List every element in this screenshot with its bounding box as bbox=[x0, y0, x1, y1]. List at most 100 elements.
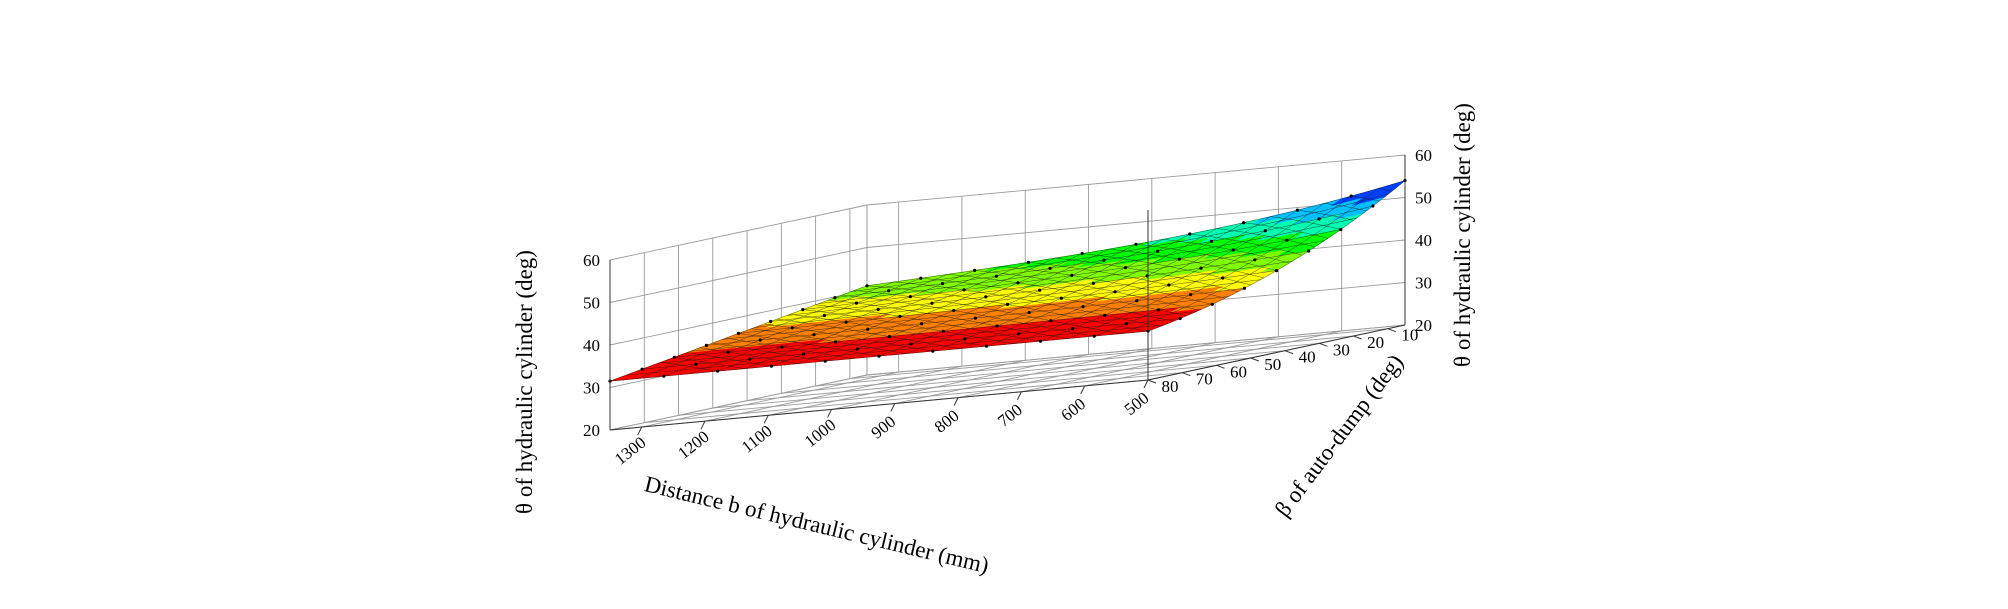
wire-line bbox=[802, 309, 1014, 344]
y-tick-label: 60 bbox=[1230, 362, 1247, 381]
grid-line bbox=[866, 154, 1406, 206]
grid-line bbox=[849, 328, 1388, 380]
wire-line bbox=[893, 281, 1161, 327]
wire-line bbox=[854, 290, 1122, 334]
wire-line bbox=[699, 347, 799, 364]
z-tick-label-left: 50 bbox=[583, 294, 600, 313]
wire-line bbox=[1028, 262, 1226, 299]
data-point bbox=[1048, 266, 1052, 270]
data-point bbox=[726, 350, 730, 354]
z-axis-label-left: θ of hydraulic cylinder (deg) bbox=[512, 250, 537, 514]
y-tick-mark bbox=[1353, 335, 1362, 340]
data-point bbox=[973, 268, 977, 272]
x-tick-label: 900 bbox=[868, 412, 900, 443]
grid-line bbox=[894, 348, 1152, 404]
wire-line bbox=[1351, 195, 1380, 202]
wire-line bbox=[674, 357, 745, 369]
wire-line bbox=[1243, 222, 1328, 239]
y-axis-line bbox=[1147, 324, 1406, 381]
data-point bbox=[1307, 249, 1311, 253]
grid-line bbox=[609, 247, 868, 303]
data-point bbox=[1231, 248, 1235, 252]
data-point bbox=[1285, 238, 1289, 242]
wire-line bbox=[789, 314, 987, 347]
data-point bbox=[1091, 281, 1095, 285]
z-tick-label-right: 50 bbox=[1415, 189, 1432, 208]
wire-line bbox=[1378, 188, 1393, 192]
x-tick-mark bbox=[890, 403, 896, 412]
data-point bbox=[1317, 217, 1321, 221]
z-tick-label-right: 40 bbox=[1415, 231, 1432, 250]
data-point bbox=[994, 274, 998, 278]
wire-line bbox=[1001, 266, 1213, 305]
data-point bbox=[962, 288, 966, 292]
data-point bbox=[822, 313, 827, 318]
data-point bbox=[1113, 290, 1117, 294]
z-tick-label-right: 60 bbox=[1415, 146, 1432, 165]
data-point bbox=[1049, 319, 1053, 323]
wire-line bbox=[1297, 209, 1354, 221]
z-axis-label-right: θ of hydraulic cylinder (deg) bbox=[1450, 103, 1475, 367]
x-tick-label: 1300 bbox=[611, 433, 649, 469]
wire-line bbox=[1216, 228, 1316, 248]
data-point bbox=[1199, 266, 1203, 270]
data-point bbox=[1253, 258, 1257, 262]
data-point bbox=[920, 322, 924, 326]
chart-box bbox=[609, 155, 1406, 431]
grid-line bbox=[644, 372, 1183, 424]
wire-line bbox=[687, 352, 772, 367]
data-point bbox=[865, 284, 869, 288]
data-point bbox=[1027, 310, 1031, 315]
wire-line bbox=[1109, 248, 1264, 279]
x-tick-mark bbox=[1016, 391, 1022, 400]
grid-line bbox=[815, 335, 1354, 387]
x-tick-mark bbox=[1080, 385, 1086, 395]
data-point bbox=[940, 282, 945, 286]
data-point bbox=[876, 307, 880, 311]
y-tick-label: 40 bbox=[1299, 348, 1316, 367]
wire-line bbox=[725, 337, 853, 359]
data-point bbox=[1167, 283, 1171, 287]
x-tick-mark bbox=[953, 397, 959, 406]
x-tick-mark bbox=[763, 415, 769, 424]
grid-line bbox=[704, 365, 963, 422]
z-tick-label-right: 20 bbox=[1415, 316, 1432, 335]
wire-line bbox=[974, 270, 1200, 311]
wire-line bbox=[626, 324, 1165, 376]
x-tick-mark bbox=[700, 420, 706, 430]
wire-line bbox=[1324, 203, 1367, 212]
data-point bbox=[866, 327, 870, 331]
y-tick-mark bbox=[1250, 357, 1259, 362]
data-point bbox=[769, 364, 774, 368]
data-point bbox=[801, 308, 805, 312]
y-tick-label: 10 bbox=[1401, 326, 1418, 345]
wire-line bbox=[947, 274, 1187, 317]
data-point bbox=[887, 289, 891, 293]
data-point bbox=[1038, 288, 1042, 292]
wire-line bbox=[1135, 244, 1277, 271]
data-point bbox=[1070, 273, 1074, 277]
data-point bbox=[812, 333, 816, 337]
grid-line bbox=[958, 342, 1216, 399]
data-point bbox=[801, 352, 806, 356]
grid-line bbox=[609, 374, 868, 431]
y-tick-mark bbox=[1147, 379, 1157, 384]
x-axis-line bbox=[609, 379, 1149, 431]
data-point bbox=[1177, 257, 1181, 261]
y-tick-mark bbox=[1387, 328, 1397, 333]
wire-line bbox=[841, 295, 1095, 337]
y-tick-mark bbox=[1182, 372, 1191, 377]
data-point bbox=[995, 324, 999, 328]
x-tick-label: 1100 bbox=[738, 421, 776, 457]
wire-line bbox=[828, 299, 1068, 339]
data-point bbox=[823, 359, 827, 363]
data-point bbox=[854, 301, 859, 305]
data-point bbox=[748, 357, 752, 361]
data-point bbox=[1263, 229, 1267, 233]
grid-line bbox=[609, 204, 868, 261]
data-point bbox=[1080, 252, 1084, 256]
y-tick-mark bbox=[1284, 350, 1294, 355]
wire-line bbox=[1189, 233, 1303, 256]
data-point bbox=[1102, 258, 1106, 262]
